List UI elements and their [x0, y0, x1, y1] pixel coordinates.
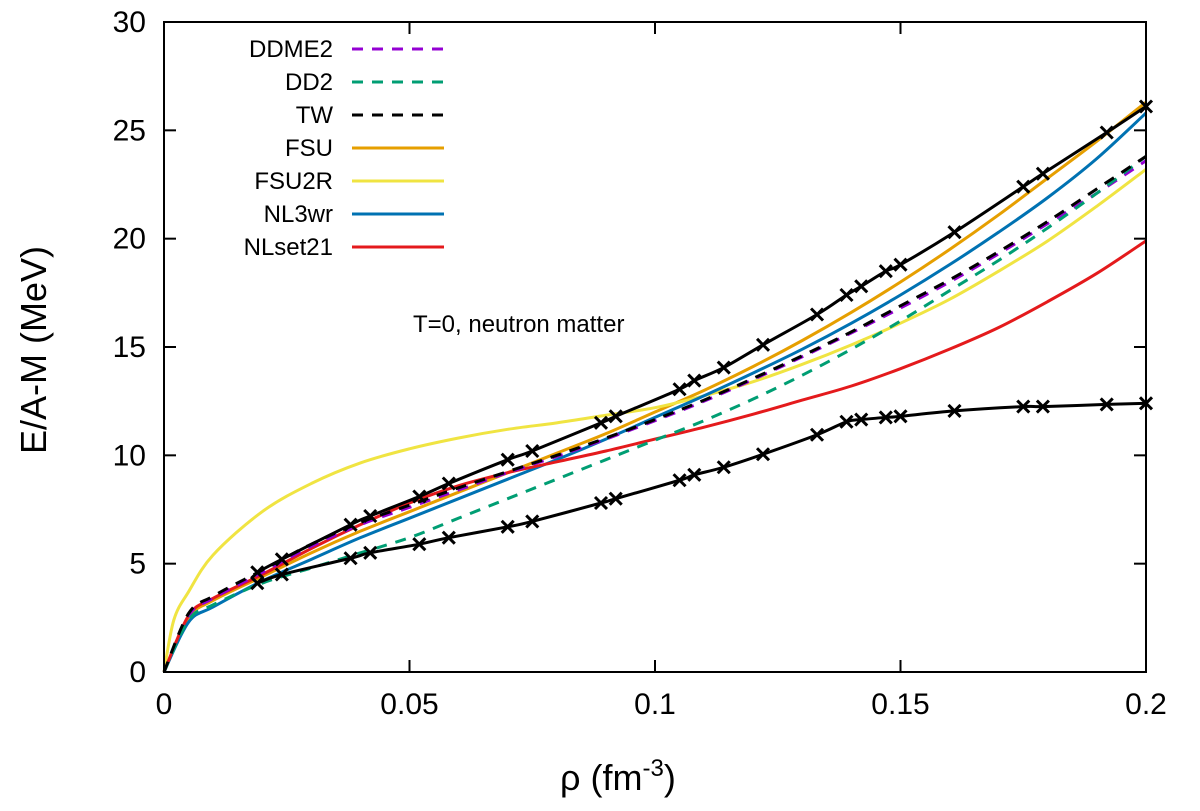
x-marker	[947, 403, 962, 418]
series-line-tw	[162, 155, 1147, 673]
x-marker	[672, 382, 687, 397]
x-marker	[755, 337, 771, 352]
x-marker	[412, 489, 427, 504]
plot-frame	[163, 21, 1147, 673]
y-axis-title: E/A-M (MeV)	[13, 246, 54, 454]
x-marker	[809, 307, 825, 322]
x-marker	[250, 565, 265, 580]
x-axis-title-main: ρ (fm	[560, 757, 642, 798]
x-marker	[500, 452, 515, 467]
x-marker	[343, 551, 358, 566]
x-marker	[878, 410, 893, 425]
x-marker	[755, 447, 771, 462]
x-marker	[525, 443, 540, 459]
x-marker	[525, 514, 540, 529]
x-marker	[1099, 397, 1114, 412]
x-marker	[608, 491, 623, 506]
x-tick-label: 0.1	[634, 688, 676, 721]
x-tick-label: 0.2	[1125, 688, 1167, 721]
x-marker	[893, 409, 908, 424]
x-marker	[672, 473, 687, 488]
x-marker	[1099, 125, 1114, 140]
x-marker	[441, 530, 456, 545]
x-marker	[593, 495, 609, 511]
x-marker	[1035, 399, 1050, 414]
x-marker	[343, 517, 358, 532]
y-tick-labels: 0 5 10 15 20 25 30	[113, 6, 146, 689]
series-line-fsu2r	[162, 168, 1147, 673]
bound-line-lower	[256, 401, 1147, 585]
x-marker	[1035, 166, 1050, 181]
legend-label-fsu: FSU	[285, 135, 333, 162]
x-marker	[716, 460, 731, 475]
x-marker	[608, 409, 623, 424]
x-marker	[593, 415, 609, 430]
x-marker	[1016, 399, 1031, 414]
x-marker	[893, 257, 908, 272]
series-line-nlset21	[162, 239, 1147, 673]
x-marker	[716, 360, 731, 375]
legend-label-dd2: DD2	[285, 69, 333, 96]
legend-label-nl3wr: NL3wr	[264, 201, 333, 228]
y-tick-label: 25	[113, 114, 146, 147]
x-axis-title-close: )	[664, 757, 676, 798]
y-tick-label: 0	[129, 656, 146, 689]
x-marker	[839, 414, 854, 429]
x-axis-title-sup: -3	[642, 755, 663, 782]
x-tick-labels: 0 0.05 0.1 0.15 0.2	[156, 688, 1167, 721]
legend-label-nlset21: NLset21	[244, 234, 333, 261]
y-tick-label: 20	[113, 223, 146, 256]
x-tick-label: 0.05	[380, 688, 438, 721]
x-marker	[412, 537, 427, 552]
x-marker	[687, 467, 702, 482]
x-axis-title: ρ (fm-3)	[560, 755, 676, 798]
x-marker	[274, 567, 289, 582]
annotation: T=0, neutron matter	[413, 311, 624, 338]
x-marker	[1016, 179, 1031, 194]
x-marker	[250, 576, 265, 591]
legend: DDME2 DD2 TW FSU FSU2R NL3wr NLset21	[244, 36, 444, 261]
y-tick-label: 5	[129, 548, 146, 581]
x-marker	[500, 519, 515, 534]
legend-label-ddme2: DDME2	[249, 36, 333, 63]
y-tick-label: 15	[113, 331, 146, 364]
x-marker	[854, 412, 869, 427]
x-marker	[363, 508, 378, 524]
x-marker	[809, 427, 825, 442]
x-tick-label: 0	[156, 688, 173, 721]
x-marker	[878, 264, 893, 279]
bound-line-upper	[256, 105, 1147, 574]
series-line-dd2	[162, 155, 1147, 673]
legend-label-fsu2r: FSU2R	[254, 168, 333, 195]
x-marker	[854, 279, 869, 294]
y-tick-label: 10	[113, 439, 146, 472]
x-marker	[687, 373, 702, 388]
x-marker	[839, 287, 854, 303]
legend-label-tw: TW	[296, 102, 334, 129]
x-marker	[363, 545, 378, 560]
y-tick-label: 30	[113, 6, 146, 39]
x-marker	[947, 225, 962, 240]
x-marker	[274, 552, 289, 567]
marker-layer	[250, 99, 1154, 591]
x-marker	[441, 476, 456, 491]
x-tick-label: 0.15	[871, 688, 929, 721]
